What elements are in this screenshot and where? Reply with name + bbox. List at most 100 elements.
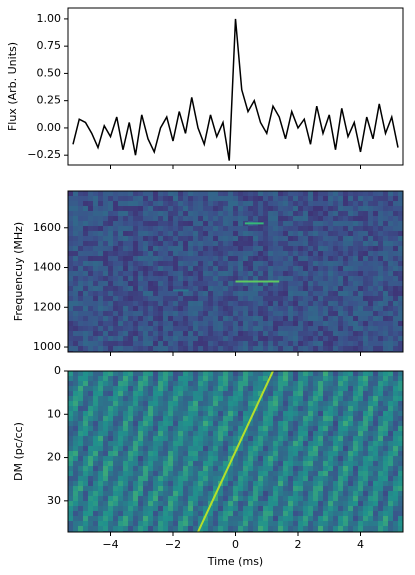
heatmap-cell — [338, 401, 343, 406]
heatmap-cell — [308, 376, 313, 381]
heatmap-cell — [183, 486, 188, 491]
heatmap-cell — [238, 431, 243, 436]
heatmap-cell — [143, 376, 148, 381]
heatmap-cell — [228, 246, 233, 251]
heatmap-cell — [233, 371, 238, 376]
heatmap-cell — [153, 221, 158, 226]
heatmap-cell — [103, 466, 108, 471]
heatmap-cell — [83, 411, 88, 416]
heatmap-cell — [218, 486, 223, 491]
heatmap-cell — [318, 456, 323, 461]
heatmap-cell — [318, 466, 323, 471]
heatmap-cell — [233, 456, 238, 461]
heatmap-cell — [393, 266, 398, 271]
heatmap-cell — [233, 221, 238, 226]
heatmap-cell — [373, 381, 378, 386]
heatmap-cell — [343, 306, 348, 311]
heatmap-cell — [208, 386, 213, 391]
heatmap-cell — [338, 521, 343, 526]
heatmap-cell — [243, 236, 248, 241]
heatmap-cell — [328, 306, 333, 311]
heatmap-cell — [358, 391, 363, 396]
heatmap-cell — [138, 381, 143, 386]
heatmap-cell — [203, 381, 208, 386]
heatmap-cell — [273, 266, 278, 271]
heatmap-cell — [268, 496, 273, 501]
heatmap-cell — [378, 481, 383, 486]
heatmap-cell — [158, 391, 163, 396]
heatmap-cell — [103, 346, 108, 351]
heatmap-cell — [158, 221, 163, 226]
heatmap-cell — [73, 441, 78, 446]
heatmap-cell — [253, 201, 258, 206]
heatmap-cell — [253, 451, 258, 456]
heatmap-cell — [208, 481, 213, 486]
heatmap-cell — [68, 426, 73, 431]
heatmap-cell — [138, 376, 143, 381]
heatmap-cell — [228, 416, 233, 421]
heatmap-cell — [148, 206, 153, 211]
heatmap-cell — [383, 246, 388, 251]
heatmap-cell — [83, 306, 88, 311]
heatmap-cell — [123, 371, 128, 376]
heatmap-cell — [308, 396, 313, 401]
heatmap-cell — [68, 376, 73, 381]
heatmap-cell — [268, 276, 273, 281]
heatmap-cell — [143, 276, 148, 281]
heatmap-cell — [103, 191, 108, 196]
heatmap-cell — [303, 331, 308, 336]
heatmap-cell — [393, 491, 398, 496]
heatmap-cell — [373, 316, 378, 321]
heatmap-cell — [143, 391, 148, 396]
heatmap-cell — [138, 221, 143, 226]
heatmap-cell — [243, 511, 248, 516]
heatmap-cell — [143, 246, 148, 251]
heatmap-cell — [388, 221, 393, 226]
heatmap-cell — [278, 231, 283, 236]
heatmap-cell — [318, 486, 323, 491]
heatmap-cell — [338, 491, 343, 496]
heatmap-cell — [278, 421, 283, 426]
heatmap-cell — [148, 296, 153, 301]
heatmap-cell — [193, 506, 198, 511]
heatmap-cell — [183, 376, 188, 381]
heatmap-cell — [88, 291, 93, 296]
heatmap-cell — [293, 391, 298, 396]
heatmap-cell — [278, 286, 283, 291]
heatmap-cell — [98, 496, 103, 501]
heatmap-cell — [253, 291, 258, 296]
heatmap-cell — [283, 506, 288, 511]
heatmap-cell — [283, 276, 288, 281]
heatmap-cell — [158, 446, 163, 451]
heatmap-cell — [353, 271, 358, 276]
heatmap-cell — [128, 451, 133, 456]
heatmap-cell — [138, 211, 143, 216]
heatmap-cell — [348, 266, 353, 271]
heatmap-cell — [393, 296, 398, 301]
heatmap-cell — [378, 201, 383, 206]
heatmap-cell — [253, 526, 258, 531]
heatmap-cell — [123, 431, 128, 436]
heatmap-cell — [373, 371, 378, 376]
heatmap-cell — [333, 201, 338, 206]
heatmap-cell — [148, 211, 153, 216]
heatmap-cell — [318, 326, 323, 331]
heatmap-cell — [183, 471, 188, 476]
heatmap-cell — [388, 236, 393, 241]
heatmap-cell — [343, 196, 348, 201]
heatmap-cell — [288, 291, 293, 296]
plot-area — [72, 18, 399, 161]
heatmap-cell — [143, 466, 148, 471]
heatmap-cell — [113, 511, 118, 516]
heatmap-cell — [223, 446, 228, 451]
heatmap-cell — [223, 276, 228, 281]
heatmap-cell — [248, 506, 253, 511]
heatmap-cell — [343, 216, 348, 221]
heatmap-cell — [283, 391, 288, 396]
heatmap-cell — [218, 281, 223, 286]
heatmap-cell — [313, 336, 318, 341]
heatmap-cell — [83, 256, 88, 261]
heatmap-cell — [263, 281, 268, 286]
heatmap-cell — [83, 516, 88, 521]
heatmap-cell — [268, 441, 273, 446]
